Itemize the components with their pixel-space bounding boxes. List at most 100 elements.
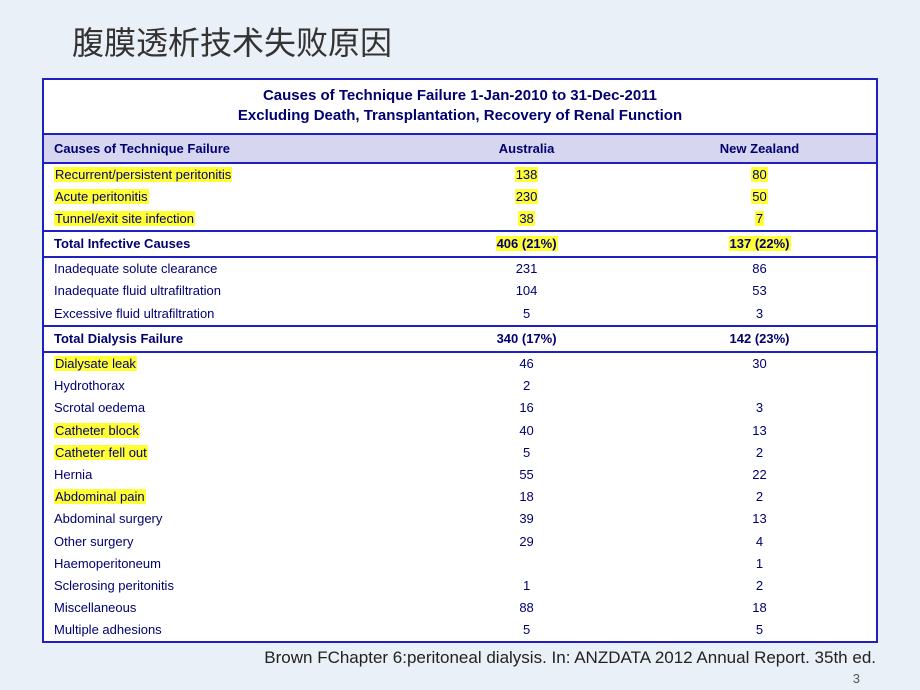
slide-title: 腹膜透析技术失败原因: [0, 0, 920, 78]
table-title-line2: Excluding Death, Transplantation, Recove…: [238, 107, 682, 124]
table-row: Catheter fell out52: [44, 442, 876, 464]
cell-value: 39: [410, 508, 643, 530]
cell-value: 142 (23%): [643, 326, 876, 352]
cell-value: 1: [643, 553, 876, 575]
cell-label: Inadequate fluid ultrafiltration: [44, 280, 410, 302]
table-row: Sclerosing peritonitis12: [44, 575, 876, 597]
highlight: 138: [515, 167, 539, 182]
table-row: Hernia5522: [44, 464, 876, 486]
highlight: 406 (21%): [496, 236, 558, 251]
cell-value: 50: [643, 186, 876, 208]
cell-value: 2: [643, 486, 876, 508]
cell-value: 406 (21%): [410, 231, 643, 257]
cell-label: Inadequate solute clearance: [44, 257, 410, 280]
table-row: Multiple adhesions55: [44, 619, 876, 641]
table-row: Tunnel/exit site infection 38 7: [44, 208, 876, 231]
cell-value: 5: [410, 303, 643, 326]
cell-label: Hernia: [44, 464, 410, 486]
table-row: Inadequate fluid ultrafiltration10453: [44, 280, 876, 302]
highlight: Dialysate leak: [54, 356, 137, 371]
cell-value: 53: [643, 280, 876, 302]
cell-value: 22: [643, 464, 876, 486]
table-title: Causes of Technique Failure 1-Jan-2010 t…: [44, 80, 876, 135]
table-row: Hydrothorax2: [44, 375, 876, 397]
page-number: 3: [853, 671, 860, 686]
cell-value: 30: [643, 352, 876, 375]
table-row: Total Dialysis Failure340 (17%)142 (23%): [44, 326, 876, 352]
highlight: 38: [518, 211, 534, 226]
highlight: 50: [751, 189, 767, 204]
cell-label: Recurrent/persistent peritonitis: [44, 163, 410, 186]
cell-label: Tunnel/exit site infection: [44, 208, 410, 231]
highlight: Abdominal pain: [54, 489, 146, 504]
cell-label: Dialysate leak: [44, 352, 410, 375]
table-row: Abdominal surgery3913: [44, 508, 876, 530]
cell-value: 86: [643, 257, 876, 280]
cell-label: Hydrothorax: [44, 375, 410, 397]
cell-value: 231: [410, 257, 643, 280]
table-row: Dialysate leak 4630: [44, 352, 876, 375]
highlight: 80: [751, 167, 767, 182]
cell-label: Excessive fluid ultrafiltration: [44, 303, 410, 326]
cell-value: 16: [410, 397, 643, 419]
table-row: Miscellaneous8818: [44, 597, 876, 619]
highlight: 7: [755, 211, 764, 226]
cell-value: 13: [643, 420, 876, 442]
highlight: Catheter fell out: [54, 445, 148, 460]
cell-label: Scrotal oedema: [44, 397, 410, 419]
cell-value: 18: [643, 597, 876, 619]
cell-value: [643, 375, 876, 397]
cell-label: Other surgery: [44, 531, 410, 553]
cell-value: 46: [410, 352, 643, 375]
cell-value: 7: [643, 208, 876, 231]
cell-value: 29: [410, 531, 643, 553]
cell-label: Total Infective Causes: [44, 231, 410, 257]
highlight: 137 (22%): [729, 236, 791, 251]
table-row: Catheter block 4013: [44, 420, 876, 442]
cell-value: 80: [643, 163, 876, 186]
table-row: Scrotal oedema163: [44, 397, 876, 419]
table-row: Haemoperitoneum 1: [44, 553, 876, 575]
highlight: 230: [515, 189, 539, 204]
table-header-row: Causes of Technique Failure Australia Ne…: [44, 135, 876, 163]
cell-value: 340 (17%): [410, 326, 643, 352]
cell-value: 13: [643, 508, 876, 530]
cell-value: 1: [410, 575, 643, 597]
cell-value: [410, 553, 643, 575]
cell-value: 38: [410, 208, 643, 231]
cell-label: Sclerosing peritonitis: [44, 575, 410, 597]
table-row: Abdominal pain 182: [44, 486, 876, 508]
cell-value: 137 (22%): [643, 231, 876, 257]
cell-label: Haemoperitoneum: [44, 553, 410, 575]
table-row: Total Infective Causes 406 (21%) 137 (22%): [44, 231, 876, 257]
cell-label: Multiple adhesions: [44, 619, 410, 641]
cell-label: Abdominal pain: [44, 486, 410, 508]
table-body: Recurrent/persistent peritonitis13880Acu…: [44, 163, 876, 642]
highlight: Acute peritonitis: [54, 189, 149, 204]
cell-value: 3: [643, 397, 876, 419]
highlight: Tunnel/exit site infection: [54, 211, 195, 226]
cell-value: 104: [410, 280, 643, 302]
cell-label: Miscellaneous: [44, 597, 410, 619]
highlight: Recurrent/persistent peritonitis: [54, 167, 232, 182]
cell-value: 5: [410, 442, 643, 464]
col-header-newzealand: New Zealand: [643, 135, 876, 163]
cell-value: 40: [410, 420, 643, 442]
table-row: Acute peritonitis 230 50: [44, 186, 876, 208]
table-row: Other surgery294: [44, 531, 876, 553]
cell-value: 5: [643, 619, 876, 641]
cell-label: Acute peritonitis: [44, 186, 410, 208]
cell-label: Catheter block: [44, 420, 410, 442]
cell-value: 138: [410, 163, 643, 186]
cell-value: 88: [410, 597, 643, 619]
table-title-line1: Causes of Technique Failure 1-Jan-2010 t…: [263, 87, 657, 104]
table-row: Inadequate solute clearance23186: [44, 257, 876, 280]
cell-value: 230: [410, 186, 643, 208]
cell-value: 18: [410, 486, 643, 508]
data-table: Causes of Technique Failure Australia Ne…: [44, 135, 876, 642]
cell-label: Abdominal surgery: [44, 508, 410, 530]
table-row: Recurrent/persistent peritonitis 138 80: [44, 163, 876, 186]
highlight: Catheter block: [54, 423, 140, 438]
citation-text: Brown FChapter 6:peritoneal dialysis. In…: [264, 648, 876, 668]
cell-label: Catheter fell out: [44, 442, 410, 464]
